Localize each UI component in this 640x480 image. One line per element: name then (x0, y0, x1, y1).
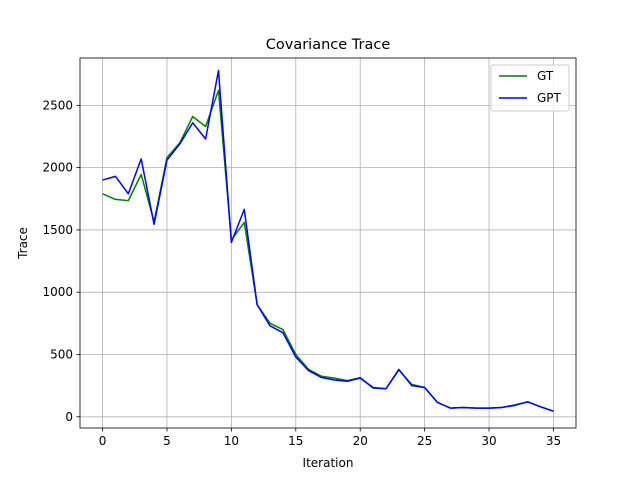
x-tick-label: 20 (353, 434, 368, 448)
y-axis-ticks: 0 500 1000 1500 2000 2500 (42, 98, 80, 424)
x-tick-label: 10 (224, 434, 239, 448)
y-tick-label: 1000 (42, 285, 73, 299)
y-tick-label: 0 (65, 410, 73, 424)
grid-lines (80, 58, 576, 428)
series-lines (102, 69, 554, 412)
legend-label-gpt: GPT (537, 91, 562, 105)
y-tick-label: 2500 (42, 98, 73, 112)
x-tick-label: 5 (163, 434, 171, 448)
plot-area-frame (79, 57, 577, 429)
x-axis-ticks: 0 5 10 15 20 25 30 35 (99, 428, 561, 448)
series-line-gt (102, 89, 554, 412)
x-tick-label: 25 (417, 434, 432, 448)
y-tick-label: 1500 (42, 223, 73, 237)
y-tick-label: 2000 (42, 161, 73, 175)
x-tick-label: 30 (481, 434, 496, 448)
series-line-gpt (102, 69, 554, 412)
x-tick-label: 35 (546, 434, 561, 448)
x-axis-label: Iteration (303, 456, 354, 470)
legend: GT GPT (490, 64, 570, 112)
legend-label-gt: GT (537, 69, 554, 83)
y-axis-label: Trace (16, 227, 30, 260)
x-tick-label: 15 (288, 434, 303, 448)
y-tick-label: 500 (50, 347, 73, 361)
chart-title: Covariance Trace (266, 37, 391, 53)
x-tick-label: 0 (99, 434, 107, 448)
